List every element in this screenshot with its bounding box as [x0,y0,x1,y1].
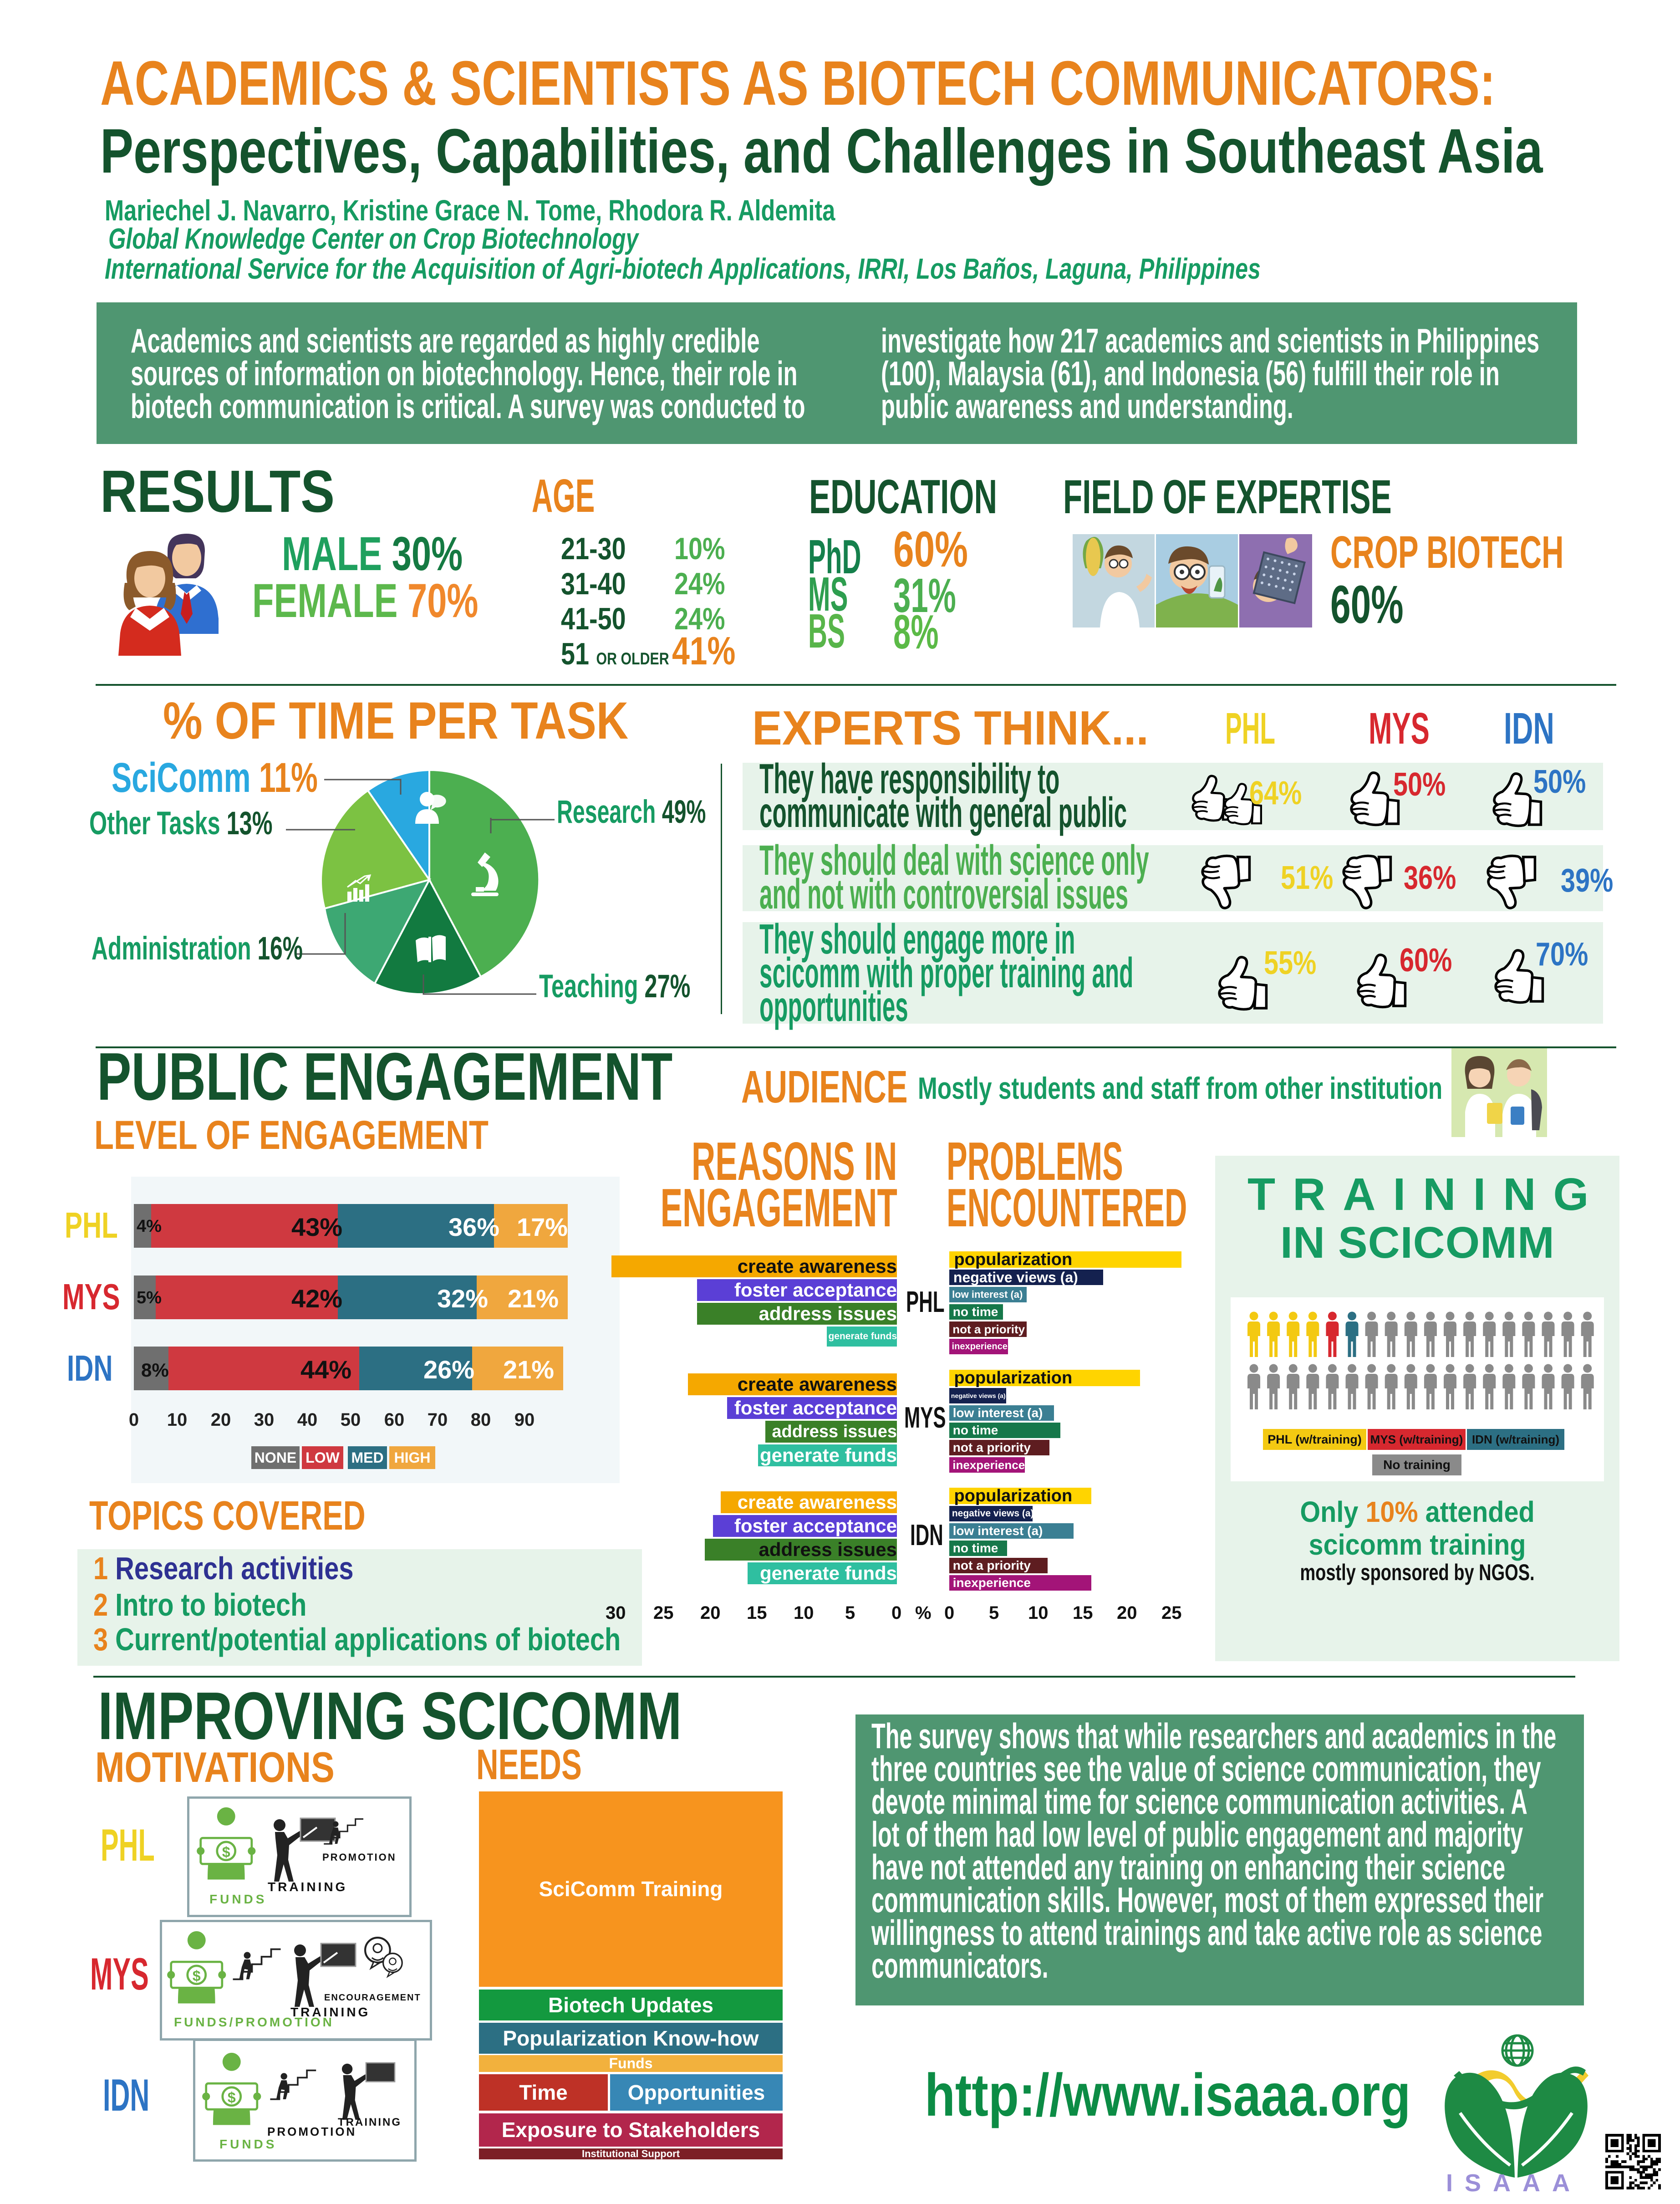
svg-text:FUNDS: FUNDS [209,1892,267,1906]
svg-text:FUNDS/PROMOTION: FUNDS/PROMOTION [174,2015,334,2029]
svg-text:PROMOTION: PROMOTION [267,2125,356,2138]
svg-text:FUNDS: FUNDS [219,2137,277,2151]
svg-text:TRAINING: TRAINING [268,1880,347,1894]
svg-text:ENCOURAGEMENT: ENCOURAGEMENT [324,1993,421,2003]
svg-text:ISAAA: ISAAA [1446,2169,1582,2193]
svg-text:PROMOTION: PROMOTION [322,1852,397,1863]
svg-text:TRAINING: TRAINING [290,2005,370,2019]
svg-text:TRAINING: TRAINING [338,2116,402,2128]
